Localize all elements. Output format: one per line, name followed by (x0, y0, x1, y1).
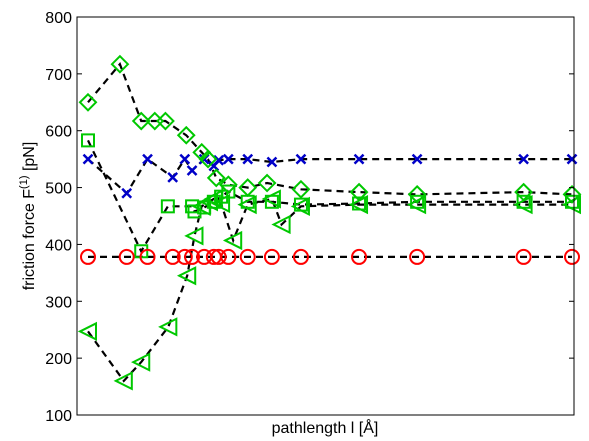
data-point-circle (139, 248, 156, 265)
y-tick-label: 200 (45, 351, 72, 368)
data-point-triangle (290, 196, 310, 216)
data-point-circle (292, 248, 309, 265)
data-point-circle (80, 248, 96, 265)
data-point-cross (295, 153, 307, 165)
plot-frame (76, 16, 575, 416)
x-axis-label: pathlength l [Å] (272, 418, 379, 437)
data-point-triangle (261, 189, 281, 209)
data-point-triangle (210, 193, 231, 214)
data-point-cross (411, 153, 423, 165)
data-point-cross (222, 153, 234, 165)
y-tick-label: 500 (45, 181, 72, 198)
y-tick-label: 300 (45, 294, 72, 311)
plot-area (77, 17, 574, 415)
data-point-circle (351, 248, 368, 265)
data-point-cross (266, 156, 278, 168)
data-point-circle (184, 248, 201, 265)
data-point-circle (564, 248, 580, 265)
data-point-diamond (407, 184, 427, 204)
data-point-cross (186, 165, 198, 176)
data-point-diamond (257, 173, 277, 193)
data-point-diamond (110, 54, 130, 74)
series-markers (77, 54, 582, 391)
data-point-square (160, 199, 175, 214)
data-point-circle (239, 248, 256, 265)
data-point-cross (82, 153, 94, 165)
data-point-triangle (513, 195, 533, 215)
y-axis-label-main: friction force F (21, 189, 38, 291)
y-axis-label-superscript: (1) (18, 175, 30, 188)
data-point-circle (515, 248, 532, 265)
y-tick-label: 100 (45, 408, 72, 425)
data-point-cross (142, 153, 153, 165)
data-point-triangle (237, 195, 257, 215)
data-point-cross (213, 154, 225, 166)
series-line-diamond (87, 62, 573, 196)
data-point-diamond (156, 111, 175, 131)
data-point-diamond (291, 179, 311, 199)
data-point-triangle (176, 266, 197, 286)
y-axis-label-unit: [pN] (21, 142, 38, 176)
data-point-diamond (78, 92, 98, 112)
y-tick-label: 800 (45, 10, 72, 27)
data-point-triangle (406, 195, 427, 215)
data-point-cross (179, 153, 191, 165)
data-point-cross (566, 153, 578, 165)
data-point-diamond (176, 125, 196, 145)
data-point-square (81, 133, 95, 148)
data-point-triangle (561, 195, 581, 215)
data-point-diamond (218, 175, 238, 195)
data-point-diamond (562, 184, 582, 204)
data-point-circle (210, 248, 227, 265)
data-point-triangle (271, 214, 291, 235)
data-point-triangle (77, 321, 97, 342)
data-point-circle (176, 248, 193, 265)
data-point-triangle (158, 317, 178, 337)
data-point-diamond (206, 168, 226, 188)
data-point-triangle (131, 352, 151, 372)
data-point-circle (263, 248, 280, 265)
data-point-cross (242, 153, 254, 165)
data-point-circle (164, 248, 181, 265)
data-point-cross (518, 153, 529, 165)
data-point-diamond (198, 149, 218, 169)
data-point-triangle (113, 371, 133, 391)
series-line-square (87, 139, 572, 254)
y-tick-label: 400 (45, 237, 72, 254)
y-tick-label: 600 (45, 124, 72, 141)
data-point-diamond (131, 111, 151, 131)
data-point-cross (353, 153, 365, 165)
data-point-cross (121, 187, 133, 199)
series-layer (77, 54, 582, 391)
data-point-triangle (348, 195, 369, 215)
data-point-cross (167, 171, 179, 183)
data-point-circle (220, 248, 237, 265)
data-point-circle (409, 248, 426, 265)
data-point-triangle (222, 230, 243, 251)
y-axis-label: friction force F(1) [pN] (18, 142, 38, 291)
data-point-triangle (184, 226, 204, 246)
y-tick-label: 700 (45, 67, 72, 84)
y-axis: 100 200 300 400 500 600 700 800 (45, 10, 574, 425)
data-point-circle (118, 248, 135, 265)
